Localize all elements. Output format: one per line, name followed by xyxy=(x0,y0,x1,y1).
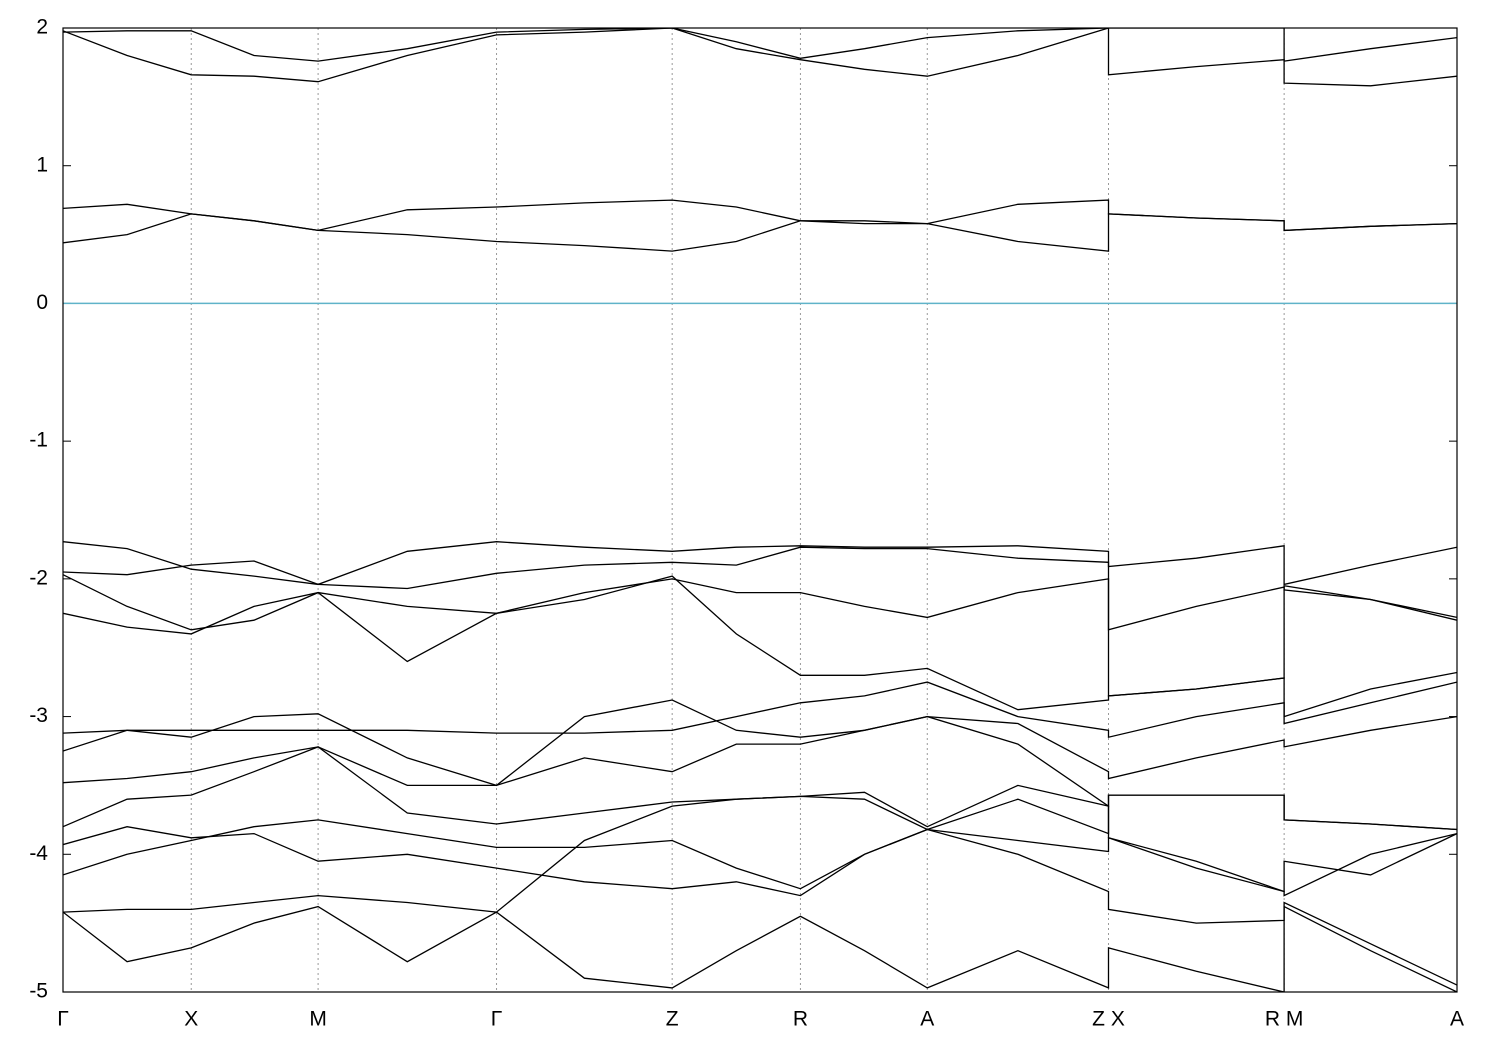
y-tick-label: -5 xyxy=(29,980,48,1003)
x-tick-label: X xyxy=(184,1008,198,1031)
x-tick-label: Z X xyxy=(1092,1008,1125,1031)
band-line xyxy=(63,794,1457,890)
band-line xyxy=(63,28,1457,87)
x-tick-label: R M xyxy=(1265,1008,1304,1031)
band-line xyxy=(63,28,1457,62)
y-tick-label: -3 xyxy=(29,704,48,727)
plot-area xyxy=(63,28,1457,992)
band-line xyxy=(63,826,1457,992)
plot-frame xyxy=(62,27,1458,993)
y-tick-label: 1 xyxy=(36,153,48,176)
y-tick-label: 2 xyxy=(36,16,48,39)
x-tick-label: Γ xyxy=(57,1008,69,1031)
y-tick-label: -1 xyxy=(29,429,48,452)
x-tick-label: Γ xyxy=(491,1008,503,1031)
band-line xyxy=(63,575,1457,725)
band-line xyxy=(63,699,1457,787)
band-line xyxy=(63,199,1457,232)
band-line xyxy=(63,671,1457,739)
band-line xyxy=(63,541,1457,586)
y-tick-label: -2 xyxy=(29,566,48,589)
band-line xyxy=(63,546,1457,631)
x-tick-label: R xyxy=(793,1008,808,1031)
x-tick-label: M xyxy=(309,1008,327,1031)
x-tick-label: Z xyxy=(666,1008,679,1031)
y-tick-label: 0 xyxy=(36,291,48,314)
x-tick-label: A xyxy=(1450,1008,1464,1031)
y-tick-label: -4 xyxy=(29,842,48,865)
band-line xyxy=(63,784,1457,963)
x-tick-label: A xyxy=(920,1008,934,1031)
band-line xyxy=(63,894,1457,992)
